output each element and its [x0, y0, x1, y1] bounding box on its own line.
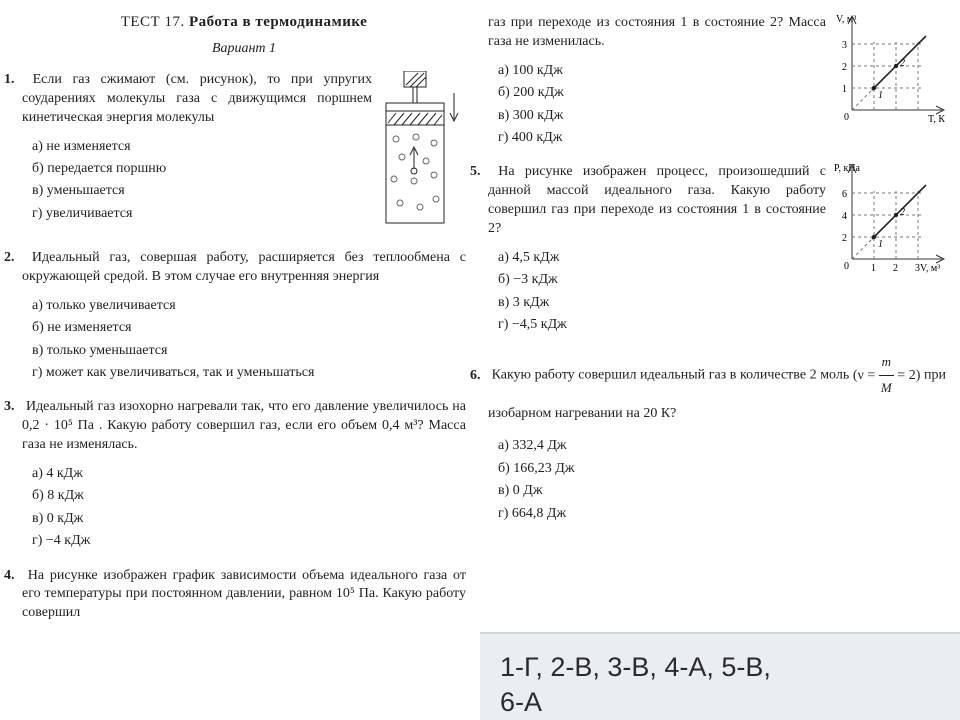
svg-text:2: 2 — [842, 62, 847, 73]
q5-text: На рисунке изображен процесс, произошедш… — [488, 164, 826, 236]
q2-text: Идеальный газ, совершая работу, расширяе… — [22, 250, 466, 284]
q2-options: а) только увеличивается б) не изменяется… — [32, 295, 466, 385]
variant-label: Вариант 1 — [22, 41, 466, 57]
q3-value: 0,2 · 10⁵ Па — [22, 418, 94, 433]
test-number: ТЕСТ 17. — [121, 14, 185, 30]
test-name: Работа в термодинамике — [189, 14, 367, 30]
svg-text:0: 0 — [844, 112, 849, 123]
q1-text: Если газ сжимают (см. рисунок), то при у… — [22, 72, 372, 125]
q6-opt-b: б) 166,23 Дж — [498, 458, 946, 480]
svg-text:V, м³: V, м³ — [920, 263, 940, 274]
q1-number: 1. — [4, 71, 22, 90]
svg-text:2: 2 — [893, 263, 898, 274]
question-1: 1. Если газ сжимают (см. рисунок), то пр… — [22, 71, 466, 235]
answers-line-1: 1-Г, 2-В, 3-В, 4-А, 5-В, — [500, 650, 940, 685]
q6-options: а) 332,4 Дж б) 166,23 Дж в) 0 Дж г) 664,… — [498, 435, 946, 525]
svg-text:V, м³: V, м³ — [836, 14, 856, 25]
q3-text-1: Идеальный газ изохорно нагревали так, чт… — [26, 399, 466, 414]
svg-text:1: 1 — [878, 239, 883, 250]
q4-opt-d: г) 400 кДж — [498, 127, 946, 149]
q3-opt-b: б) 8 кДж — [32, 485, 466, 507]
q6-frac-num: m — [879, 350, 894, 376]
svg-text:1: 1 — [878, 90, 883, 101]
question-5: P, кПа V, м³ 246 123 0 1 2 5. На рисунке… — [488, 163, 946, 336]
svg-text:2: 2 — [900, 207, 905, 218]
right-column: V, м³ T, К 1 2 3 0 1 2 газ при переходе из… — [480, 0, 960, 645]
question-3: 3. Идеальный газ изохорно нагревали так,… — [22, 398, 466, 552]
q3-number: 3. — [4, 398, 22, 417]
left-column: ТЕСТ 17. Работа в термодинамике Вариант … — [0, 0, 480, 645]
test-title: ТЕСТ 17. Работа в термодинамике — [22, 14, 466, 31]
page: ТЕСТ 17. Работа в термодинамике Вариант … — [0, 0, 960, 645]
svg-text:3: 3 — [915, 263, 920, 274]
q5-number: 5. — [470, 163, 488, 182]
vt-graph: V, м³ T, К 1 2 3 0 1 2 — [834, 14, 946, 126]
question-4-cont: V, м³ T, К 1 2 3 0 1 2 газ при переходе из… — [488, 14, 946, 149]
q6-opt-a: а) 332,4 Дж — [498, 435, 946, 457]
pv-graph: P, кПа V, м³ 2 4 6 1 2 3 0 1 2 — [834, 163, 946, 275]
q3-options: а) 4 кДж б) 8 кДж в) 0 кДж г) −4 кДж — [32, 463, 466, 553]
svg-text:6: 6 — [842, 189, 847, 200]
svg-text:3: 3 — [842, 40, 847, 51]
q3-opt-a: а) 4 кДж — [32, 463, 466, 485]
q6-frac-den: M — [879, 376, 894, 401]
svg-text:1: 1 — [871, 263, 876, 274]
q4-number: 4. — [4, 567, 22, 586]
svg-text:T, К: T, К — [928, 114, 945, 125]
q6-opt-d: г) 664,8 Дж — [498, 503, 946, 525]
q4c-text: газ при переходе из состояния 1 в состоя… — [488, 15, 826, 49]
q3-opt-c: в) 0 кДж — [32, 508, 466, 530]
q6-formula: (ν = m M = 2) — [853, 368, 924, 383]
q2-opt-d: г) может как увеличиваться, так и уменьш… — [32, 362, 466, 384]
q6-number: 6. — [470, 363, 488, 390]
q6-fraction: m M — [879, 350, 894, 400]
q6-opt-c: в) 0 Дж — [498, 480, 946, 502]
q5-opt-d: г) −4,5 кДж — [498, 314, 946, 336]
q6-text-1: Какую работу совершил идеальный газ в ко… — [492, 368, 853, 383]
svg-text:2: 2 — [900, 58, 905, 69]
q2-opt-a: а) только увеличивается — [32, 295, 466, 317]
svg-text:P, кПа: P, кПа — [834, 163, 861, 174]
question-4-start: 4. На рисунке изображен график зависимос… — [22, 567, 466, 624]
svg-text:2: 2 — [842, 233, 847, 244]
q4-text: На рисунке изображен график зависимости … — [22, 568, 466, 621]
svg-text:0: 0 — [844, 261, 849, 272]
q2-opt-c: в) только уменьшается — [32, 340, 466, 362]
svg-text:4: 4 — [842, 211, 847, 222]
question-2: 2. Идеальный газ, совершая работу, расши… — [22, 249, 466, 384]
q6-paren-l: (ν = — [853, 368, 879, 383]
answer-key-overlay: 1-Г, 2-В, 3-В, 4-А, 5-В, 6-А — [480, 632, 960, 720]
q2-opt-b: б) не изменяется — [32, 317, 466, 339]
q5-opt-c: в) 3 кДж — [498, 292, 946, 314]
question-6: 6. Какую работу совершил идеальный газ в… — [488, 350, 946, 525]
answers-line-2: 6-А — [500, 685, 940, 720]
q2-number: 2. — [4, 249, 22, 268]
svg-text:1: 1 — [842, 84, 847, 95]
q3-opt-d: г) −4 кДж — [32, 530, 466, 552]
piston-figure — [380, 71, 466, 229]
q6-paren-r: = 2) — [897, 368, 920, 383]
